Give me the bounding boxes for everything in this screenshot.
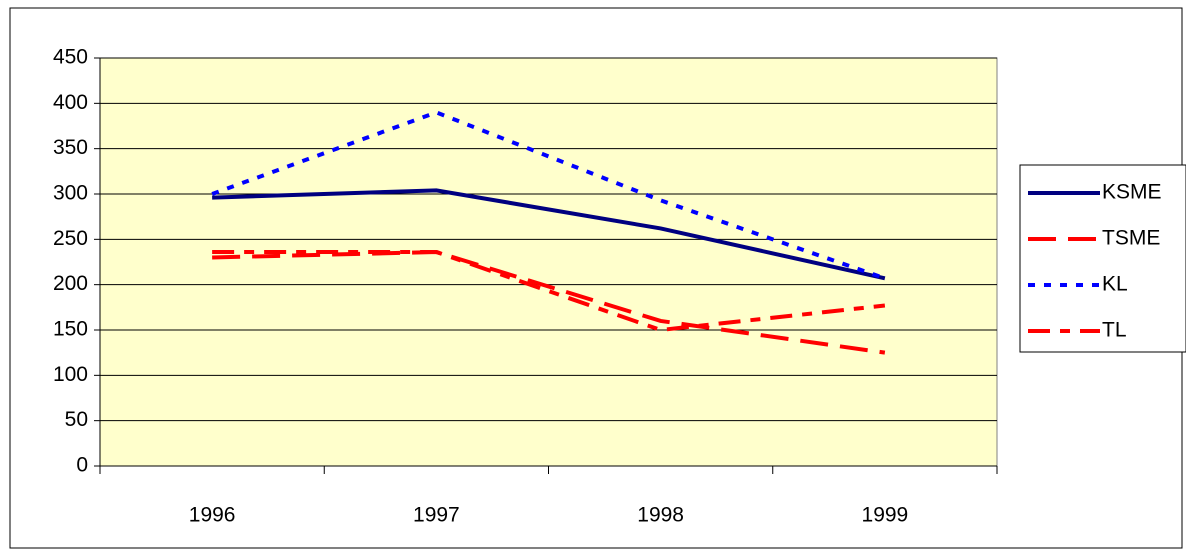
legend-label: TL (1102, 319, 1127, 342)
y-tick-label: 350 (53, 136, 88, 159)
legend-label: KSME (1102, 181, 1162, 204)
legend-label: TSME (1102, 227, 1160, 250)
y-tick-label: 400 (53, 91, 88, 114)
y-tick-label: 0 (76, 454, 88, 477)
x-tick-label: 1999 (862, 504, 909, 527)
y-tick-label: 300 (53, 182, 88, 205)
legend-label: KL (1102, 273, 1128, 296)
plot-area (99, 57, 998, 467)
series-line (211, 110, 886, 281)
y-tick-label: 200 (53, 272, 88, 295)
y-tick-label: 450 (53, 46, 88, 69)
series-line (212, 188, 886, 281)
y-tick-label: 250 (53, 227, 88, 250)
series-line (212, 250, 886, 333)
legend-box (1019, 164, 1186, 353)
y-tick-label: 100 (53, 363, 88, 386)
x-tick-label: 1998 (637, 504, 684, 527)
series-line (212, 250, 886, 355)
y-tick-label: 50 (65, 408, 88, 431)
y-tick-label: 150 (53, 318, 88, 341)
x-tick-label: 1997 (413, 504, 460, 527)
x-tick-label: 1996 (189, 504, 236, 527)
